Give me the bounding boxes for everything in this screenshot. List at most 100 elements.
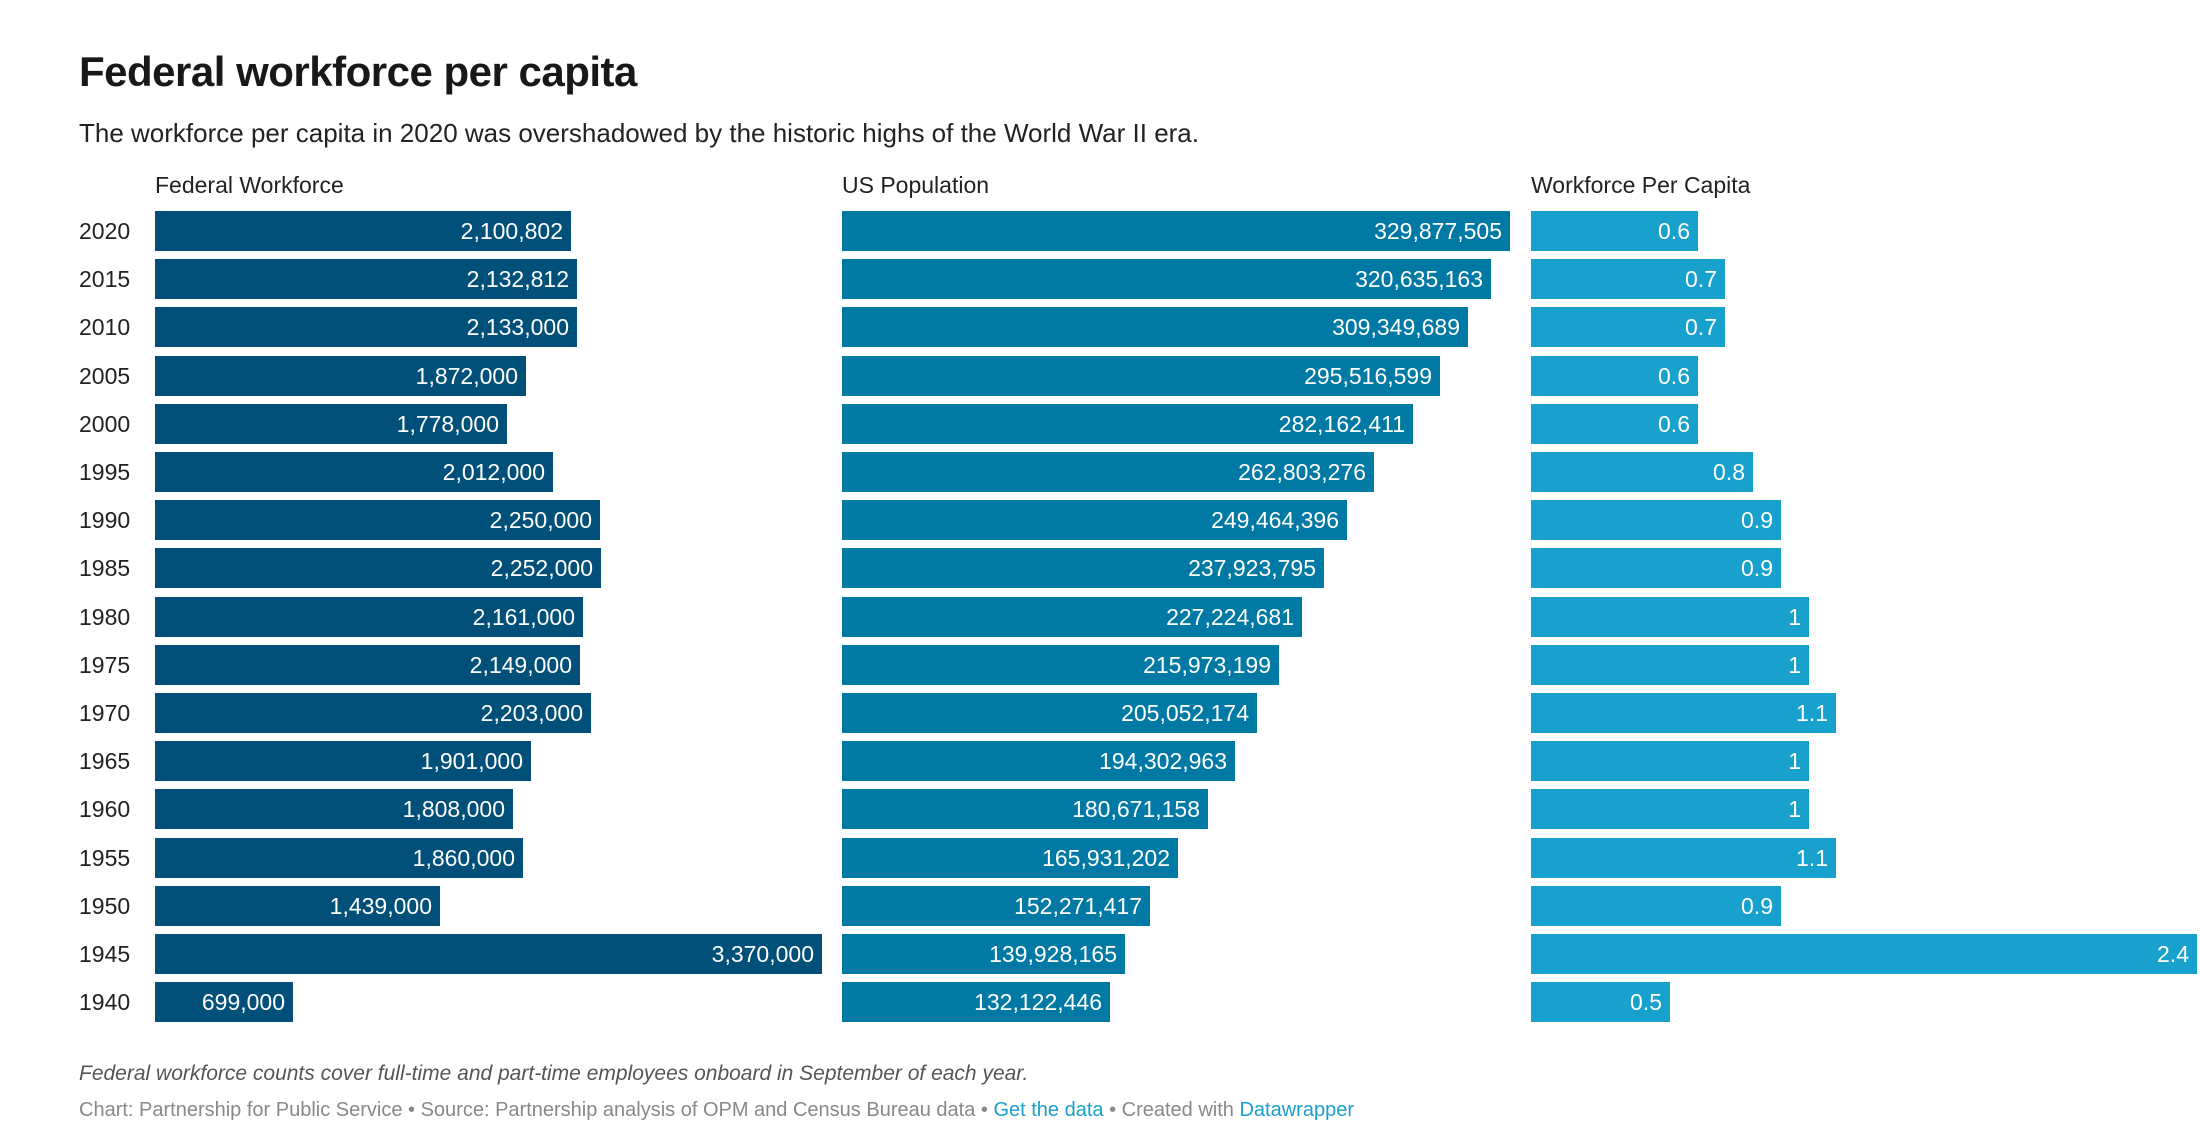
per-capita-bar xyxy=(1531,885,1781,926)
per-capita-value-label: 1.1 xyxy=(1796,844,1828,871)
workforce-value-label: 1,808,000 xyxy=(402,796,505,823)
workforce-value-label: 3,370,000 xyxy=(711,941,814,967)
per-capita-value-label: 0.9 xyxy=(1741,892,1773,919)
workforce-value-label: 2,132,812 xyxy=(466,266,569,293)
year-label: 1990 xyxy=(79,507,131,534)
per-capita-value-label: 0.9 xyxy=(1741,555,1773,582)
per-capita-bar xyxy=(1531,741,1809,782)
column-header-per-capita: Workforce Per Capita xyxy=(1531,172,1751,198)
datawrapper-link[interactable]: Datawrapper xyxy=(1239,1099,1354,1121)
per-capita-bar xyxy=(1531,355,1698,396)
workforce-value-label: 1,778,000 xyxy=(396,410,499,437)
per-capita-value-label: 1 xyxy=(1788,651,1801,678)
population-bar xyxy=(842,693,1257,733)
workforce-bar xyxy=(155,259,577,300)
per-capita-bar xyxy=(1531,644,1809,685)
workforce-value-label: 2,203,000 xyxy=(480,700,583,726)
population-bar xyxy=(842,789,1208,830)
population-bar xyxy=(842,211,1510,251)
population-value-label: 320,635,163 xyxy=(1355,266,1483,293)
year-label: 1950 xyxy=(79,892,131,919)
per-capita-value-label: 0.7 xyxy=(1685,314,1717,341)
year-label: 2010 xyxy=(79,314,131,341)
workforce-bar xyxy=(155,789,513,830)
population-bar xyxy=(842,452,1374,492)
get-data-link[interactable]: Get the data xyxy=(993,1099,1104,1121)
per-capita-bar xyxy=(1531,211,1698,251)
footnote: Federal workforce counts cover full-time… xyxy=(79,1062,1029,1085)
workforce-value-label: 699,000 xyxy=(201,989,285,1016)
per-capita-value-label: 2.4 xyxy=(2157,941,2189,967)
population-bar xyxy=(842,548,1324,589)
population-bar xyxy=(842,934,1125,974)
column-header-workforce: Federal Workforce xyxy=(155,172,344,198)
year-label: 1970 xyxy=(79,700,131,726)
population-value-label: 295,516,599 xyxy=(1304,362,1432,389)
population-bar xyxy=(842,982,1110,1023)
workforce-value-label: 1,872,000 xyxy=(415,362,518,389)
per-capita-bar xyxy=(1531,259,1725,300)
workforce-value-label: 2,252,000 xyxy=(490,555,593,582)
population-bar xyxy=(842,307,1468,348)
per-capita-value-label: 0.8 xyxy=(1713,459,1745,485)
workforce-value-label: 1,860,000 xyxy=(412,844,515,871)
year-label: 1940 xyxy=(79,989,131,1016)
per-capita-value-label: 1 xyxy=(1788,603,1801,630)
workforce-bar xyxy=(155,548,601,589)
per-capita-value-label: 0.6 xyxy=(1658,410,1690,437)
population-bar xyxy=(842,259,1491,300)
year-label: 1995 xyxy=(79,459,131,485)
workforce-bar xyxy=(155,596,583,637)
population-bar xyxy=(842,644,1279,685)
population-value-label: 165,931,202 xyxy=(1042,844,1170,871)
workforce-bar xyxy=(155,355,526,396)
population-value-label: 180,671,158 xyxy=(1072,796,1200,823)
year-label: 1975 xyxy=(79,651,131,678)
population-bar xyxy=(842,837,1178,878)
population-value-label: 227,224,681 xyxy=(1166,603,1294,630)
workforce-bar xyxy=(155,452,553,492)
per-capita-bar xyxy=(1531,934,2197,974)
workforce-value-label: 1,439,000 xyxy=(329,892,432,919)
per-capita-bar xyxy=(1531,403,1698,444)
workforce-value-label: 2,250,000 xyxy=(489,507,592,534)
population-value-label: 194,302,963 xyxy=(1099,748,1227,775)
year-label: 1980 xyxy=(79,603,131,630)
column-header-population: US Population xyxy=(842,172,990,198)
workforce-bar xyxy=(155,693,591,733)
population-bar xyxy=(842,741,1235,782)
population-value-label: 262,803,276 xyxy=(1238,459,1366,485)
workforce-bar xyxy=(155,837,523,878)
year-label: 2015 xyxy=(79,266,131,293)
per-capita-bar xyxy=(1531,837,1836,878)
population-value-label: 282,162,411 xyxy=(1278,410,1405,437)
population-value-label: 139,928,165 xyxy=(989,941,1117,967)
year-label: 1965 xyxy=(79,748,131,775)
per-capita-value-label: 0.6 xyxy=(1658,362,1690,389)
population-value-label: 329,877,505 xyxy=(1374,218,1502,244)
per-capita-bar xyxy=(1531,693,1836,733)
workforce-bar xyxy=(155,500,600,541)
per-capita-bar xyxy=(1531,596,1809,637)
population-value-label: 205,052,174 xyxy=(1121,700,1249,726)
population-bar xyxy=(842,500,1347,541)
workforce-value-label: 2,100,802 xyxy=(460,218,563,244)
per-capita-value-label: 0.6 xyxy=(1658,218,1690,244)
year-label: 1985 xyxy=(79,555,131,582)
workforce-value-label: 2,161,000 xyxy=(472,603,575,630)
population-bar xyxy=(842,355,1440,396)
population-value-label: 132,122,446 xyxy=(974,989,1102,1016)
per-capita-bar xyxy=(1531,982,1670,1023)
workforce-bar xyxy=(155,211,571,251)
population-bar xyxy=(842,885,1150,926)
per-capita-value-label: 0.9 xyxy=(1741,507,1773,534)
credits: Chart: Partnership for Public Service • … xyxy=(79,1099,1354,1122)
per-capita-value-label: 1 xyxy=(1788,796,1801,823)
population-bar xyxy=(842,403,1413,444)
per-capita-bar xyxy=(1531,452,1753,492)
workforce-bar xyxy=(155,644,580,685)
per-capita-bar xyxy=(1531,500,1781,541)
population-value-label: 309,349,689 xyxy=(1332,314,1460,341)
chart-title: Federal workforce per capita xyxy=(79,48,637,95)
population-bar xyxy=(842,596,1302,637)
